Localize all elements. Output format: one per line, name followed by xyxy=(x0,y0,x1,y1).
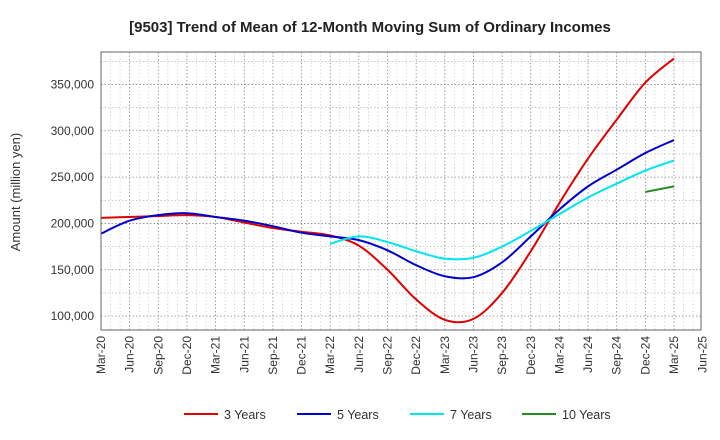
x-tick-label: Mar-20 xyxy=(94,336,108,374)
legend-label-3-years: 3 Years xyxy=(224,408,266,422)
x-tick-label: Mar-22 xyxy=(323,336,337,374)
y-tick-label: 100,000 xyxy=(51,309,95,323)
x-tick-label: Sep-23 xyxy=(495,336,509,375)
x-tick-label: Dec-23 xyxy=(524,336,538,375)
series-line-3-years xyxy=(100,57,675,324)
legend-label-7-years: 7 Years xyxy=(450,408,492,422)
legend-label-10-years: 10 Years xyxy=(562,408,611,422)
x-tick-label: Sep-21 xyxy=(266,336,280,375)
series-layer xyxy=(100,57,675,324)
legend-label-5-years: 5 Years xyxy=(337,408,379,422)
plot-frame xyxy=(100,51,702,331)
y-tick-label: 300,000 xyxy=(51,124,95,138)
y-tick-label: 200,000 xyxy=(51,216,95,230)
x-tick-label: Dec-21 xyxy=(295,336,309,375)
series-line-5-years xyxy=(100,139,675,280)
x-tick-label: Sep-20 xyxy=(151,336,165,375)
x-tick-label: Jun-22 xyxy=(352,336,366,373)
x-tick-label: Sep-22 xyxy=(381,336,395,375)
y-axis-ticks: 100,000 150,000 200,000 250,000 300,000 350,0… xyxy=(51,77,95,323)
x-tick-label: Jun-21 xyxy=(237,336,251,373)
x-tick-label: Jun-25 xyxy=(696,336,710,373)
x-tick-label: Jun-24 xyxy=(581,336,595,373)
y-tick-label: 250,000 xyxy=(51,170,95,184)
x-tick-label: Jun-20 xyxy=(123,336,137,373)
series-line-7-years xyxy=(329,159,675,261)
series-line-10-years xyxy=(645,185,675,193)
x-axis-ticks: Mar-20 Jun-20 Sep-20 Dec-20 Mar-21 Jun-21 Sep-… xyxy=(94,336,710,375)
x-tick-label: Mar-24 xyxy=(552,336,566,374)
x-tick-label: Dec-22 xyxy=(409,336,423,375)
y-tick-label: 350,000 xyxy=(51,77,95,91)
y-axis-label: Amount (million yen) xyxy=(8,133,23,252)
x-tick-label: Jun-23 xyxy=(466,336,480,373)
x-tick-label: Dec-24 xyxy=(638,336,652,375)
x-tick-label: Mar-23 xyxy=(438,336,452,374)
x-tick-label: Dec-20 xyxy=(180,336,194,375)
legend: 3 Years 5 Years 7 Years 10 Years xyxy=(184,408,611,422)
chart-title: [9503] Trend of Mean of 12-Month Moving … xyxy=(129,19,611,36)
x-tick-label: Sep-24 xyxy=(610,336,624,375)
x-tick-label: Mar-21 xyxy=(209,336,223,374)
grid xyxy=(101,52,701,330)
x-tick-label: Mar-25 xyxy=(667,336,681,374)
y-tick-label: 150,000 xyxy=(51,263,95,277)
